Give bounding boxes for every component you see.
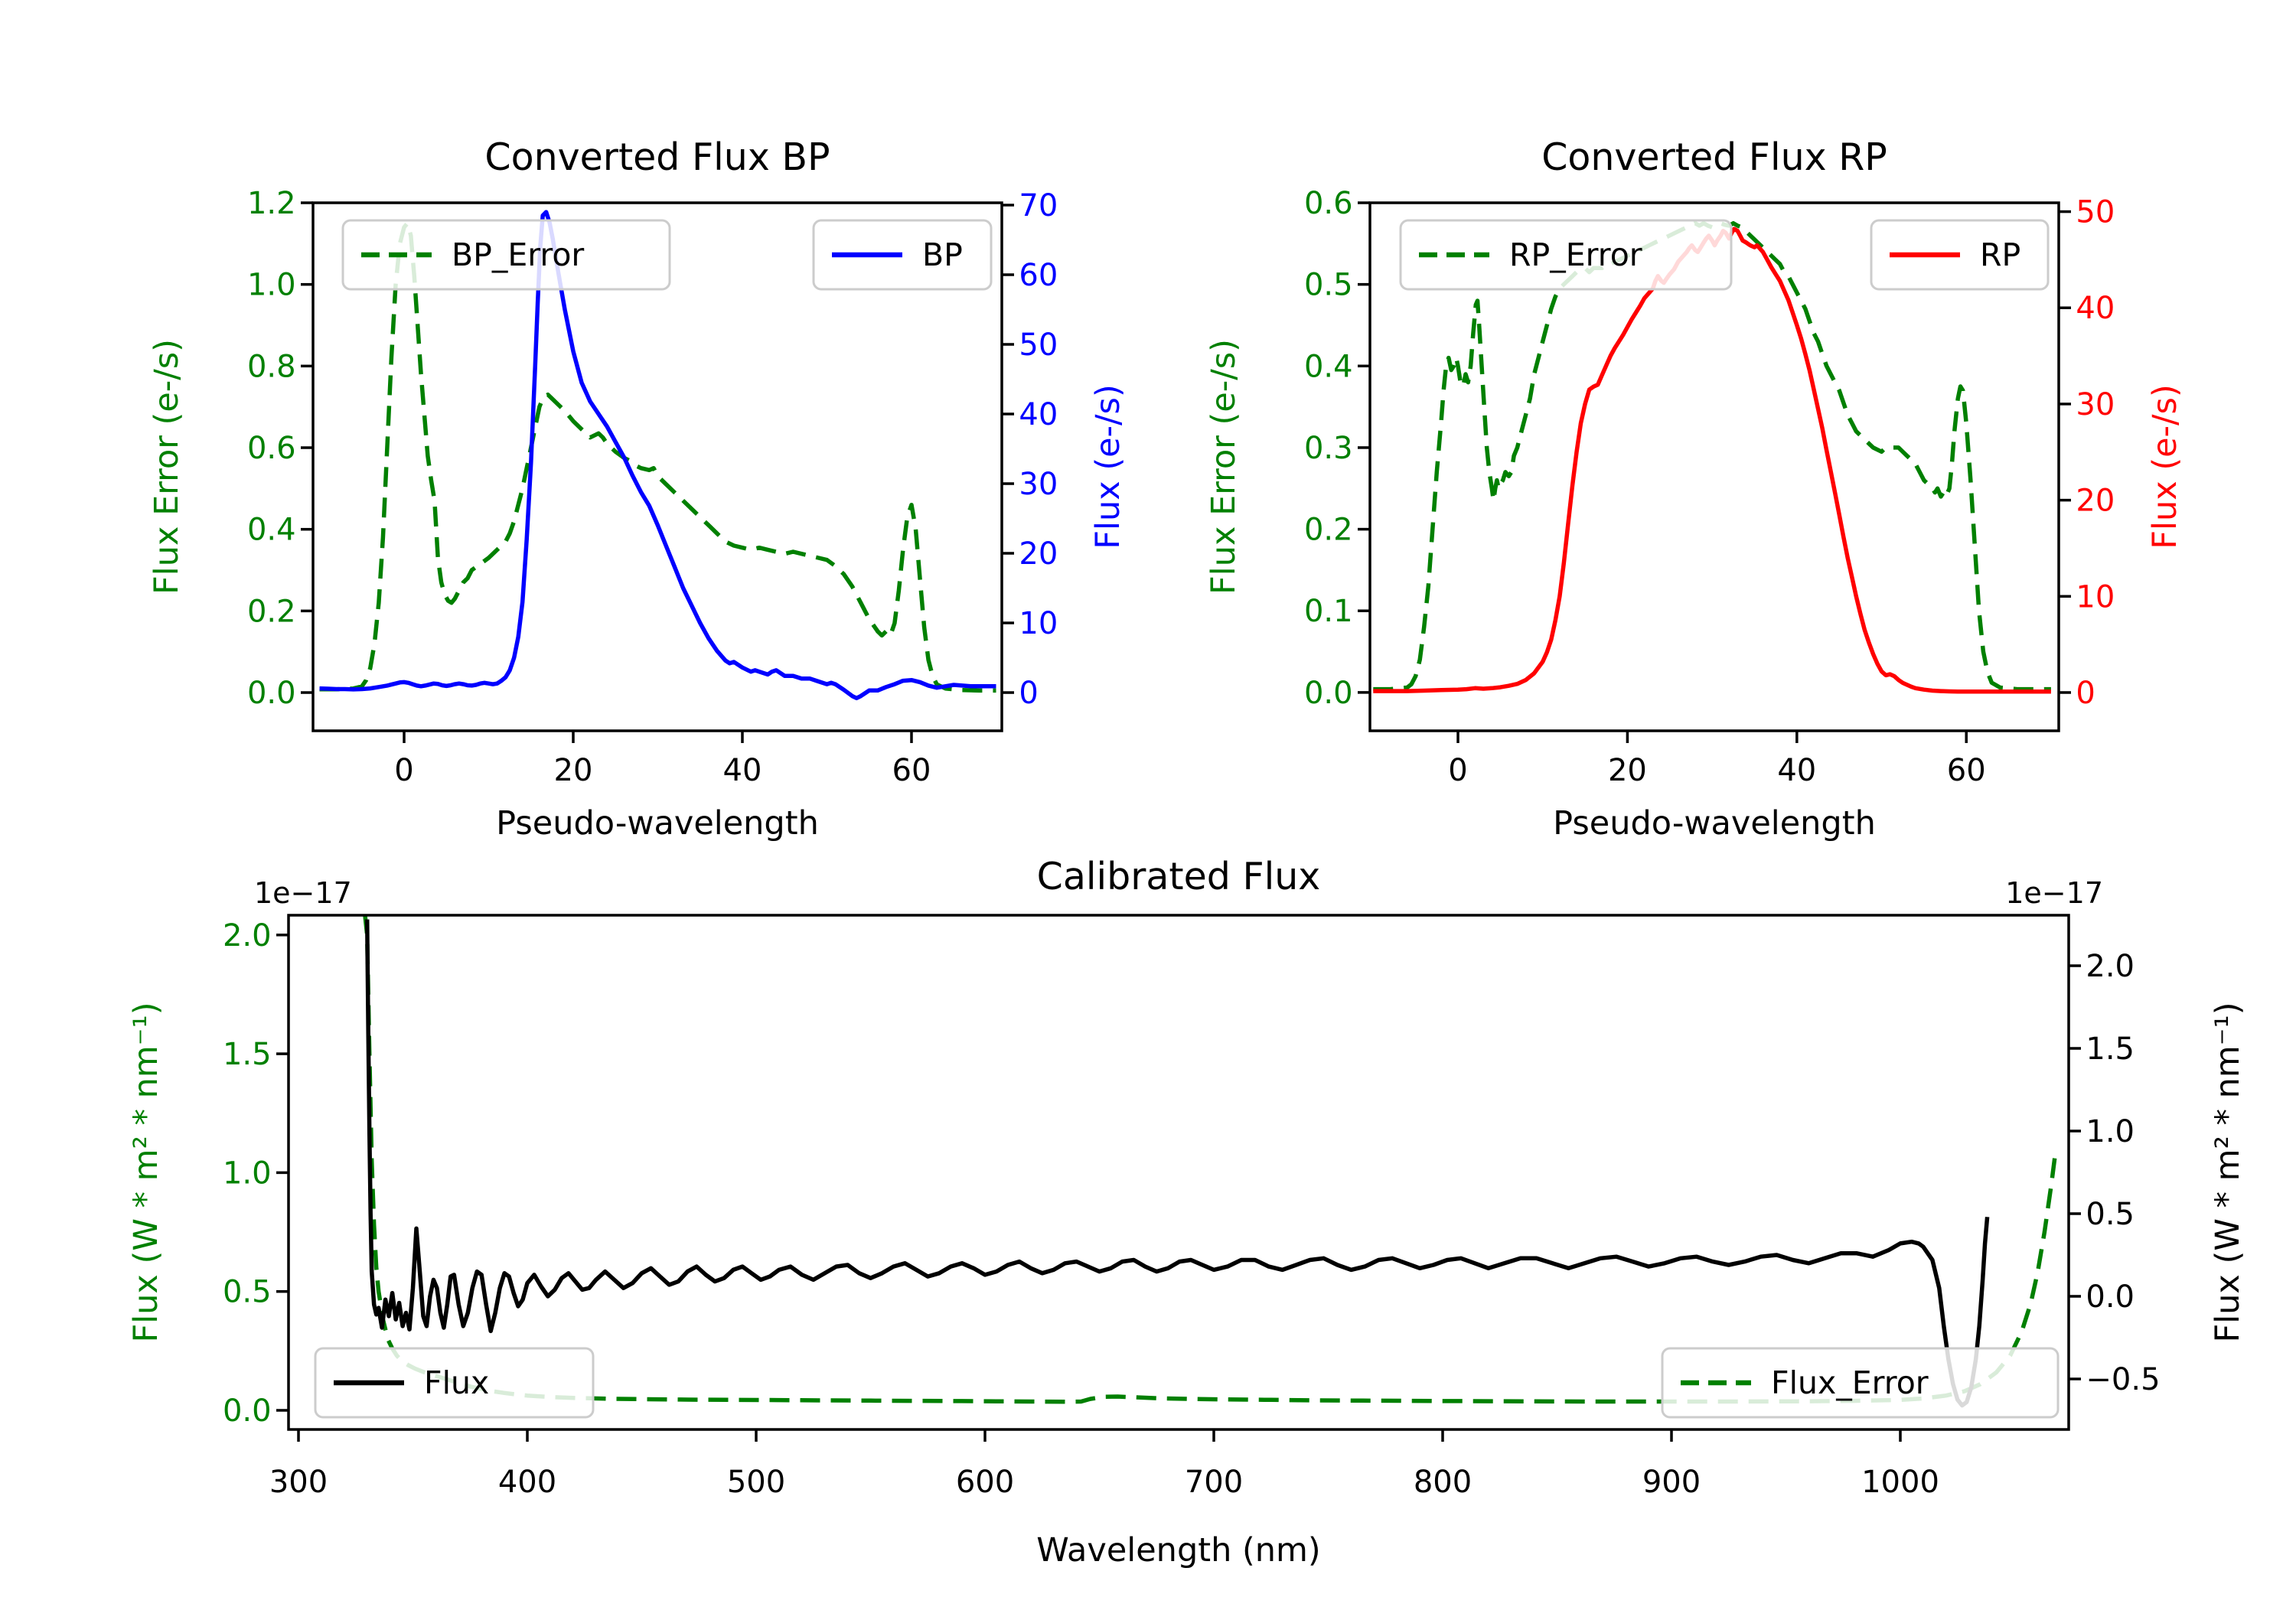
legend-box bbox=[1661, 1347, 2060, 1419]
y-tick-label-left: 1.5 bbox=[223, 1037, 272, 1072]
y-tick-label-left: 0.1 bbox=[1304, 594, 1353, 629]
axis-offset-text-right: 1e−17 bbox=[2005, 876, 2103, 910]
axis-offset-text-left: 1e−17 bbox=[254, 876, 352, 910]
y-tick-label-right: 1.0 bbox=[2086, 1114, 2135, 1149]
calibrated-flux: 300 400 500 600 700 800 900 1000 Wavelength (nm)… bbox=[127, 855, 2247, 1570]
y-tick-label-right: 20 bbox=[2076, 484, 2115, 519]
y-tick-label-right: 70 bbox=[1019, 188, 1058, 223]
y-axis-label-left: Flux Error (e-/s) bbox=[148, 339, 186, 595]
y-tick-label-left: 2.0 bbox=[223, 918, 272, 953]
x-tick-label: 0 bbox=[394, 753, 413, 788]
y-tick-label-left: 0.0 bbox=[223, 1393, 272, 1429]
y-axis-label-left: Flux Error (e-/s) bbox=[1205, 339, 1243, 595]
converted-flux-bp: 0 20 40 60 Pseudo-wavelength Converted Flux B… bbox=[148, 135, 1127, 843]
x-tick-label: 700 bbox=[1185, 1465, 1243, 1500]
y-tick-label-right: 50 bbox=[1019, 328, 1058, 363]
x-tick-label: 60 bbox=[892, 753, 931, 788]
x-tick-label: 1000 bbox=[1861, 1465, 1939, 1500]
y-tick-label-left: 0.2 bbox=[247, 594, 296, 629]
legend-box bbox=[1399, 219, 1733, 291]
plot-title: Calibrated Flux bbox=[1037, 855, 1321, 898]
plot-frame bbox=[1368, 201, 2060, 732]
y-axis-label-right: Flux (e-/s) bbox=[1089, 384, 1127, 549]
y-tick-label-left: 1.0 bbox=[223, 1156, 272, 1191]
legend-box bbox=[341, 219, 671, 291]
y-tick-label-left: 0.0 bbox=[247, 676, 296, 711]
y-tick-label-left: 0.4 bbox=[247, 513, 296, 548]
rp-error-legend: RP_Error bbox=[1399, 219, 1733, 291]
plot-title: Converted Flux BP bbox=[484, 135, 830, 179]
y-tick-label-left: 1.0 bbox=[247, 268, 296, 303]
y-tick-label-right: 0 bbox=[1019, 676, 1038, 711]
legend-label: RP_Error bbox=[1509, 236, 1642, 273]
y-tick-label-left: 0.6 bbox=[247, 431, 296, 466]
x-tick-label: 300 bbox=[269, 1465, 328, 1500]
y-tick-label-right: 2.0 bbox=[2086, 949, 2135, 984]
y-tick-label-right: 0.5 bbox=[2086, 1197, 2135, 1232]
y-tick-label-right: 1.5 bbox=[2086, 1032, 2135, 1067]
y-tick-label-left: 0.3 bbox=[1304, 431, 1353, 466]
y-tick-label-right: 0.0 bbox=[2086, 1279, 2135, 1315]
x-axis-label: Wavelength (nm) bbox=[1036, 1531, 1320, 1570]
plot-frame bbox=[311, 201, 1003, 732]
rp-legend: RP bbox=[1870, 219, 2050, 291]
y-axis-label-left: Flux (W * m² * nm⁻¹) bbox=[127, 1002, 165, 1343]
y-axis-label-right: Flux (e-/s) bbox=[2146, 384, 2184, 549]
y-tick-label-right: 40 bbox=[2076, 291, 2115, 326]
y-tick-label-left: 0.2 bbox=[1304, 513, 1353, 548]
x-tick-label: 800 bbox=[1414, 1465, 1472, 1500]
x-tick-label: 40 bbox=[723, 753, 762, 788]
y-axis-label-right: Flux (W * m² * nm⁻¹) bbox=[2209, 1002, 2247, 1343]
y-tick-label-right: −0.5 bbox=[2086, 1362, 2160, 1397]
legend-label: BP_Error bbox=[452, 236, 584, 273]
legend-label: RP bbox=[1980, 236, 2020, 273]
converted-flux-rp: 0 20 40 60 Pseudo-wavelength Converted Flux R… bbox=[1205, 135, 2184, 843]
x-tick-label: 600 bbox=[956, 1465, 1014, 1500]
flux-legend: Flux bbox=[314, 1347, 595, 1419]
y-tick-label-left: 1.2 bbox=[247, 186, 296, 221]
y-tick-label-right: 40 bbox=[1019, 397, 1058, 432]
y-tick-label-right: 0 bbox=[2076, 676, 2095, 711]
y-tick-label-left: 0.8 bbox=[247, 349, 296, 384]
x-axis-label: Pseudo-wavelength bbox=[1553, 804, 1876, 843]
y-tick-label-left: 0.5 bbox=[1304, 268, 1353, 303]
y-tick-label-left: 0.5 bbox=[223, 1275, 272, 1310]
x-tick-label: 40 bbox=[1777, 753, 1816, 788]
x-tick-label: 0 bbox=[1448, 753, 1467, 788]
x-axis-label: Pseudo-wavelength bbox=[496, 804, 819, 843]
y-tick-label-right: 30 bbox=[2076, 387, 2115, 422]
legend-box bbox=[314, 1347, 595, 1419]
bp-error-legend: BP_Error bbox=[341, 219, 671, 291]
y-tick-label-right: 30 bbox=[1019, 467, 1058, 502]
legend-label: BP bbox=[922, 236, 963, 273]
y-tick-label-right: 60 bbox=[1019, 258, 1058, 293]
y-tick-label-left: 0.0 bbox=[1304, 676, 1353, 711]
x-tick-label: 900 bbox=[1642, 1465, 1701, 1500]
y-tick-label-right: 20 bbox=[1019, 536, 1058, 572]
bp-line bbox=[319, 210, 996, 701]
x-tick-label: 500 bbox=[727, 1465, 785, 1500]
x-tick-label: 20 bbox=[554, 753, 593, 788]
y-tick-label-left: 0.4 bbox=[1304, 349, 1353, 384]
plot-title: Converted Flux RP bbox=[1541, 135, 1887, 179]
flux-line bbox=[364, 919, 1990, 1408]
flux-error-legend: Flux_Error bbox=[1661, 1347, 2060, 1419]
legend-label: Flux bbox=[424, 1364, 489, 1401]
x-tick-label: 400 bbox=[498, 1465, 556, 1500]
y-tick-label-right: 50 bbox=[2076, 195, 2115, 230]
y-tick-label-right: 10 bbox=[1019, 606, 1058, 641]
y-tick-label-left: 0.6 bbox=[1304, 186, 1353, 221]
bp-error-line bbox=[319, 220, 996, 693]
bp-legend: BP bbox=[812, 219, 993, 291]
converted-flux-bp-curves bbox=[319, 210, 996, 701]
y-tick-label-right: 10 bbox=[2076, 579, 2115, 614]
legend-label: Flux_Error bbox=[1771, 1364, 1929, 1401]
x-tick-label: 60 bbox=[1947, 753, 1986, 788]
x-tick-label: 20 bbox=[1608, 753, 1647, 788]
